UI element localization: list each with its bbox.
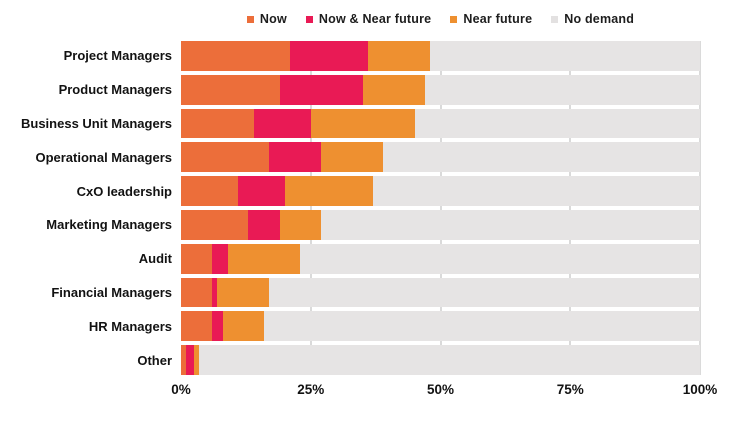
legend-label: Now [259, 12, 287, 26]
legend-label: Now & Near future [318, 12, 432, 26]
bar-track [181, 142, 700, 173]
bar-segment-no-demand [199, 345, 700, 375]
bar-segment-no-demand [300, 243, 700, 274]
category-label: Business Unit Managers [21, 115, 172, 131]
bar-track [181, 209, 700, 240]
bar-segment-now [181, 176, 239, 206]
bar-track [181, 108, 700, 139]
bar-segment-now-near-future [248, 209, 280, 240]
bar-row: Marketing Managers [0, 209, 700, 240]
chart-area: Project Managers Product Managers Business… [0, 41, 701, 375]
bar-row: Audit [0, 243, 700, 274]
bar-segment-now [181, 209, 249, 240]
legend: Now Now & Near future Near future No demand [181, 12, 700, 26]
bar-rows: Project Managers Product Managers Business… [0, 41, 700, 375]
bar-segment-now-near-future [253, 108, 311, 139]
x-axis: 0% 25% 50% 75% 100% [171, 382, 717, 400]
bar-row: CxO leadership [0, 176, 700, 206]
legend-item-now-near-future: Now & Near future [305, 12, 432, 26]
bar-segment-no-demand [264, 311, 700, 342]
bar-segment-now-near-future [279, 74, 363, 105]
grid-line [699, 41, 701, 375]
category-label: Financial Managers [51, 284, 172, 300]
legend-label: No demand [564, 12, 635, 26]
bar-row: Operational Managers [0, 142, 700, 173]
category-label: HR Managers [88, 318, 172, 334]
bar-segment-now-near-future [212, 277, 218, 308]
bar-segment-now [181, 345, 187, 375]
bar-segment-now [181, 142, 270, 173]
bar-row: Business Unit Managers [0, 108, 700, 139]
legend-swatch-no-demand [551, 15, 559, 23]
bar-row: Product Managers [0, 74, 700, 105]
bar-row: HR Managers [0, 311, 700, 342]
category-label: Operational Managers [35, 149, 172, 165]
grid-line [569, 41, 572, 375]
bar-segment-no-demand [383, 142, 700, 173]
bar-segment-no-demand [373, 176, 700, 206]
bar-segment-near-future [310, 108, 415, 139]
bar-track [181, 243, 700, 274]
category-label: Marketing Managers [46, 217, 172, 233]
legend-item-near-future: Near future [450, 12, 532, 26]
bar-segment-now [181, 74, 280, 105]
bar-segment-now [181, 41, 290, 71]
bar-segment-no-demand [424, 74, 700, 105]
bar-segment-near-future [362, 74, 425, 105]
x-tick: 75% [556, 382, 584, 397]
bar-segment-no-demand [430, 41, 700, 71]
bar-segment-now-near-future [212, 311, 223, 342]
bar-row: Project Managers [0, 41, 700, 71]
bar-segment-near-future [227, 243, 301, 274]
bar-segment-near-future [321, 142, 384, 173]
legend-label: Near future [463, 12, 533, 26]
legend-swatch-near-future [450, 15, 458, 23]
category-label: Other [137, 352, 172, 368]
bar-segment-near-future [193, 345, 200, 375]
bar-row: Other [0, 345, 700, 375]
bar-track [181, 74, 700, 105]
bar-segment-now-near-future [269, 142, 322, 173]
bar-segment-now [181, 311, 213, 342]
bar-segment-near-future [217, 277, 270, 308]
bar-segment-now [181, 277, 213, 308]
bar-segment-no-demand [321, 209, 700, 240]
bar-track [181, 311, 700, 342]
gridlines [181, 41, 701, 375]
category-label: Audit [138, 251, 172, 267]
bar-segment-now [181, 243, 213, 274]
bar-track [181, 345, 700, 375]
bar-segment-now-near-future [186, 345, 194, 375]
bar-segment-no-demand [414, 108, 700, 139]
x-tick: 0% [171, 382, 191, 397]
category-label: Product Managers [58, 82, 172, 98]
bar-segment-now [181, 108, 254, 139]
legend-item-no-demand: No demand [551, 12, 634, 26]
bar-track [181, 176, 700, 206]
bar-segment-now-near-future [289, 41, 368, 71]
x-tick: 50% [426, 382, 455, 397]
grid-line [439, 41, 442, 375]
bar-segment-near-future [222, 311, 265, 342]
bar-segment-now-near-future [238, 176, 285, 206]
bar-track [181, 277, 700, 308]
x-tick: 100% [682, 382, 718, 397]
legend-swatch-now-near-future [305, 15, 313, 23]
bar-row: Financial Managers [0, 277, 700, 308]
category-label: CxO leadership [76, 183, 172, 199]
x-tick: 25% [297, 382, 325, 397]
bar-segment-near-future [279, 209, 322, 240]
grid-line [309, 41, 312, 375]
bar-segment-near-future [284, 176, 373, 206]
bar-segment-now-near-future [212, 243, 228, 274]
legend-item-now: Now [246, 12, 287, 26]
legend-swatch-now [246, 15, 254, 23]
bar-track [181, 41, 700, 71]
category-label: Project Managers [63, 48, 172, 64]
bar-segment-near-future [367, 41, 431, 71]
bar-segment-no-demand [269, 277, 700, 308]
